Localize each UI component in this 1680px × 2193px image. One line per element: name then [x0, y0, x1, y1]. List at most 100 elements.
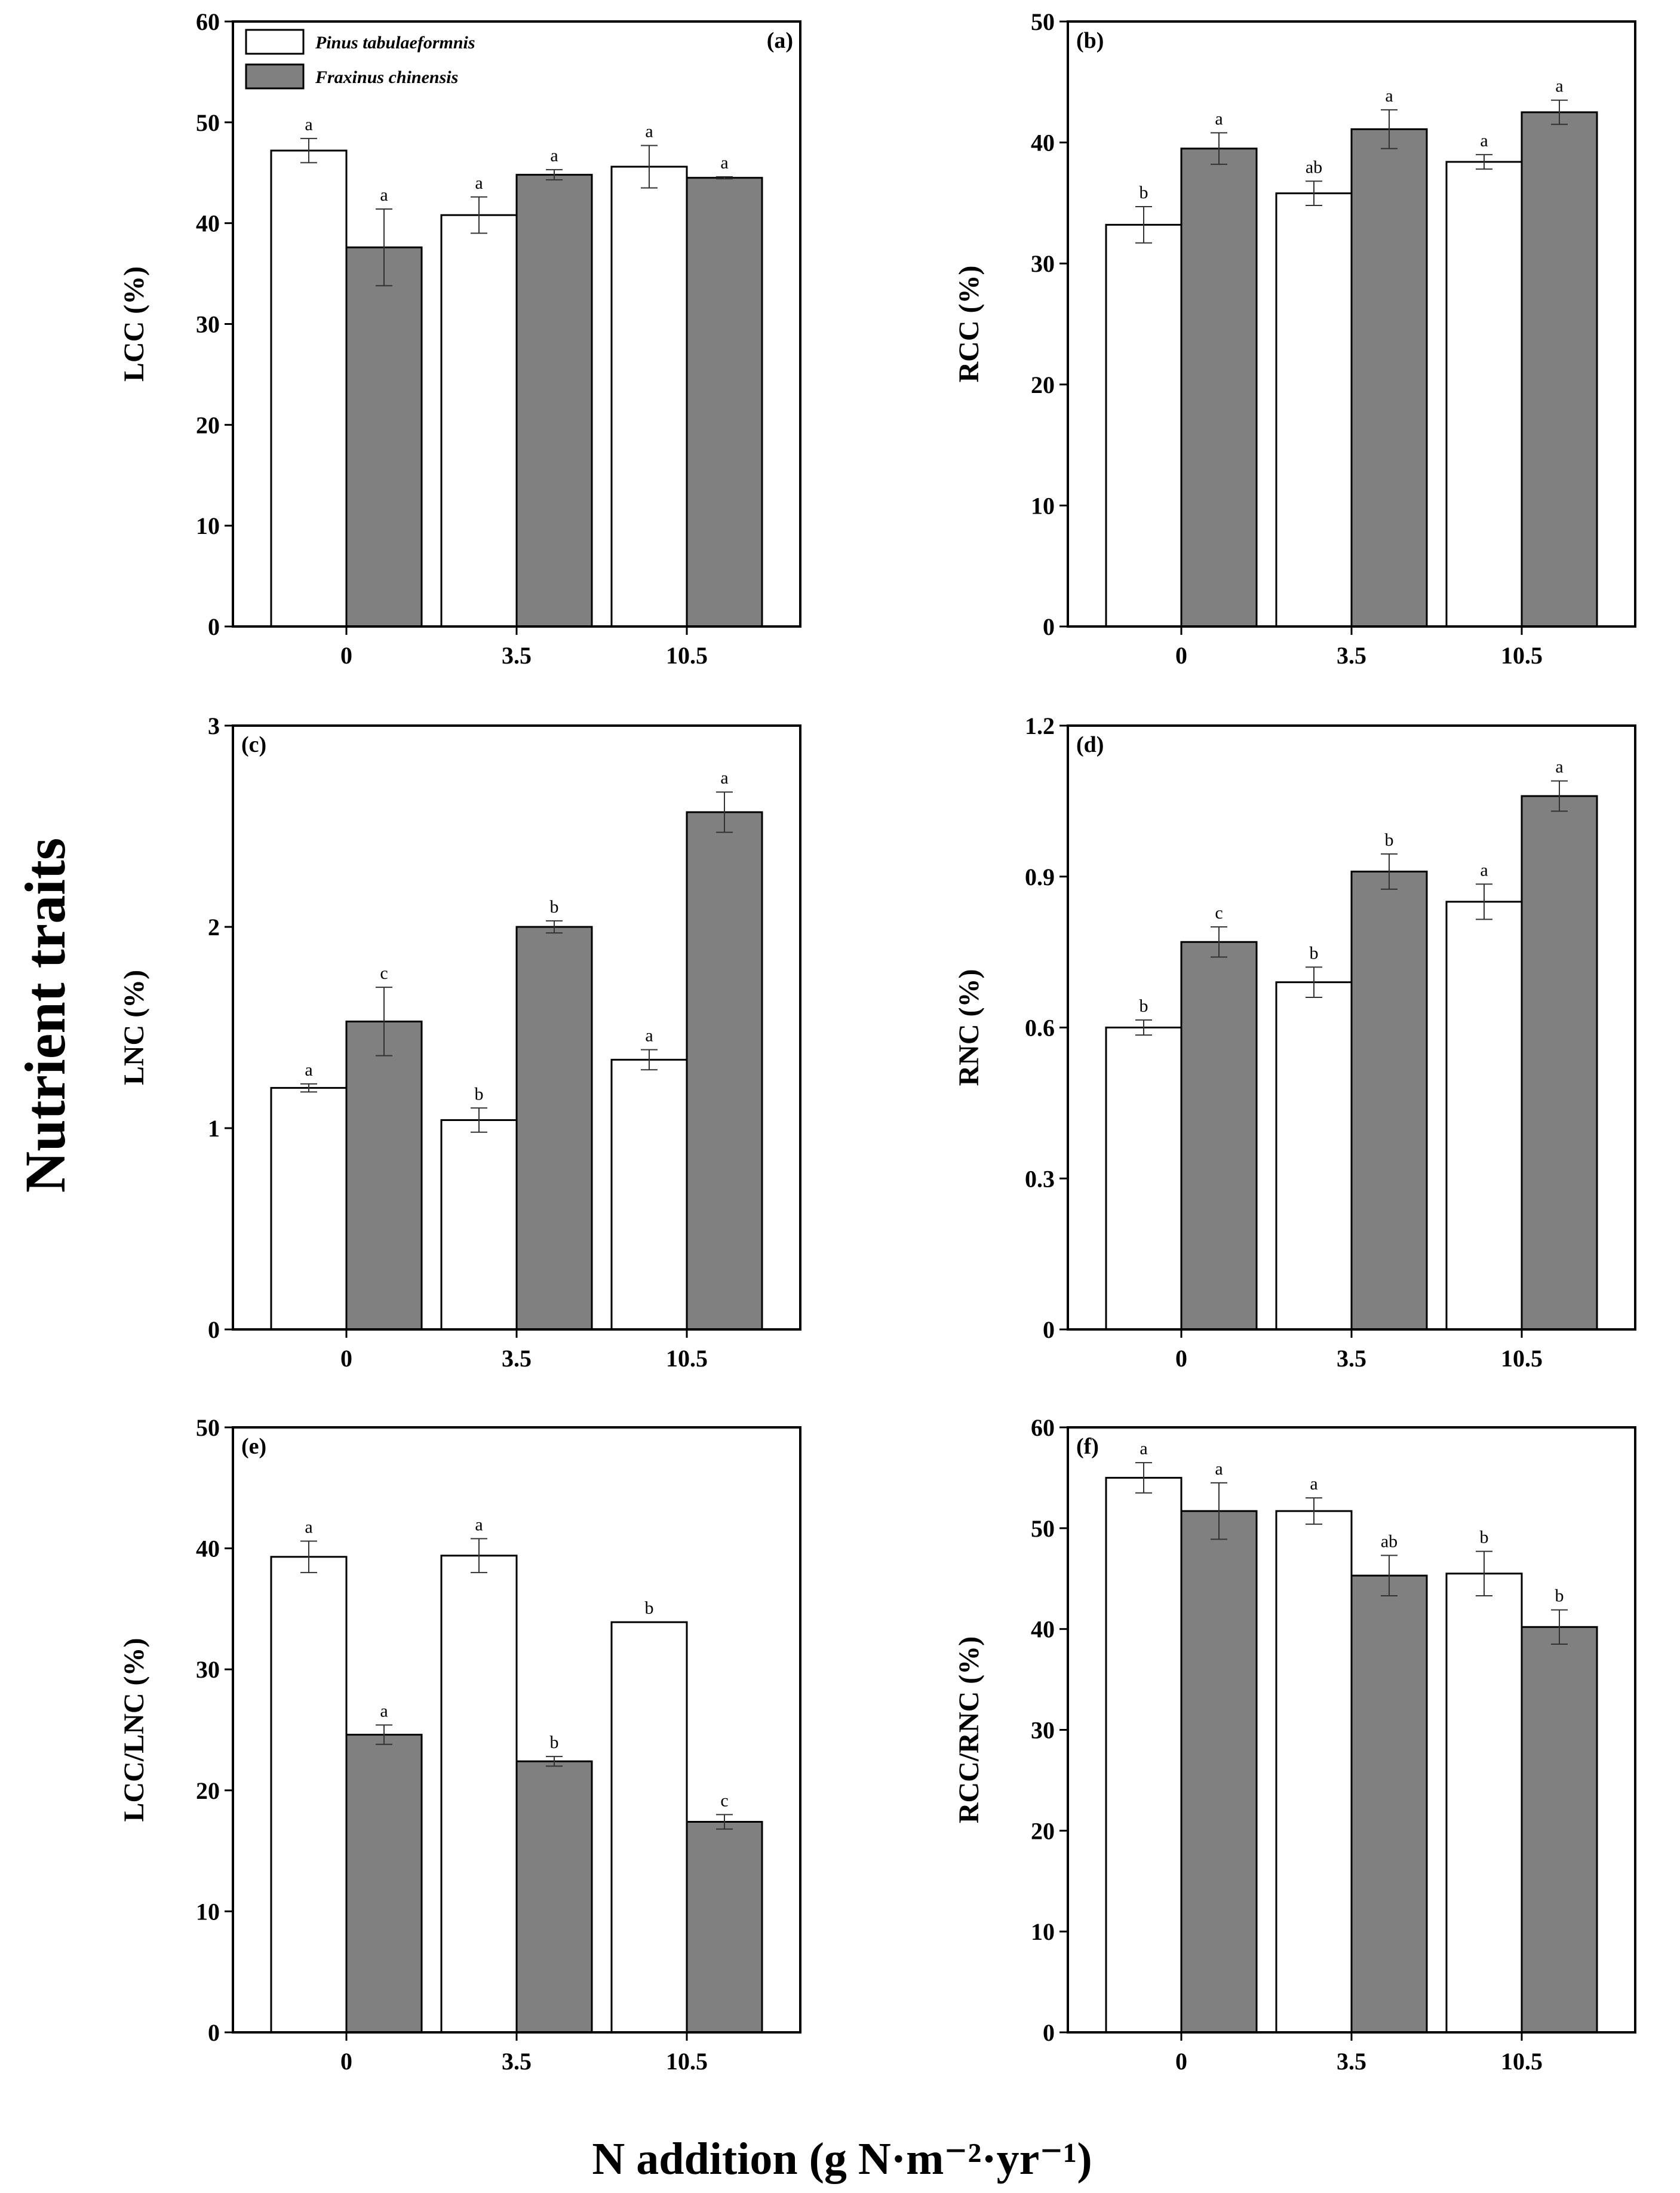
bar-fraxinus-1 [515, 926, 593, 1331]
significance-letter: a [1140, 1439, 1147, 1458]
bar-fraxinus-0 [1180, 148, 1258, 628]
y-tick-label: 0.9 [1025, 864, 1055, 890]
panel-tag: (c) [241, 732, 266, 757]
bar-fraxinus-2 [686, 811, 763, 1331]
y-tick-label: 0 [208, 1316, 220, 1343]
y-tick-label: 60 [196, 8, 220, 35]
y-tick-label: 50 [1031, 1515, 1055, 1542]
significance-letter: a [1480, 860, 1488, 880]
y-tick-label: 40 [196, 210, 220, 237]
y-tick-label: 0.3 [1025, 1165, 1055, 1192]
y-tick-label: 0.6 [1025, 1015, 1055, 1042]
bar-fraxinus-0 [1180, 1510, 1258, 2034]
significance-letter: ab [1381, 1531, 1398, 1551]
significance-letter: a [475, 1515, 483, 1534]
bar-pinus-1 [440, 1119, 518, 1331]
y-axis-label: RNC (%) [953, 969, 985, 1086]
y-tick-label: 10 [1031, 492, 1055, 519]
y-tick-label: 0 [208, 613, 220, 640]
significance-letter: b [550, 897, 559, 917]
bar-fraxinus-2 [686, 1820, 763, 2034]
significance-letter: a [550, 146, 558, 165]
legend-label: Fraxinus chinensis [315, 67, 458, 87]
chart-panel-5: a a b a b c 0 10 20 30 40 50 0 3.5 10.5 LCC/LNC (%) (e) [118, 1414, 801, 2075]
bar-fraxinus-1 [1350, 128, 1428, 628]
bar-fraxinus-0 [345, 1020, 423, 1331]
significance-letter: a [1310, 1474, 1317, 1494]
x-tick-label: 0 [340, 642, 352, 669]
bar-fraxinus-2 [686, 177, 763, 628]
significance-letter: b [550, 1733, 559, 1752]
legend-label: Pinus tabulaeformnis [315, 33, 475, 53]
significance-letter: a [1215, 1459, 1223, 1479]
x-tick-label: 3.5 [502, 2048, 532, 2075]
bar-pinus-2 [1445, 901, 1523, 1331]
significance-letter: a [1385, 86, 1393, 106]
bar-pinus-0 [1105, 1476, 1183, 2034]
bar-pinus-2 [1445, 161, 1523, 628]
bar-pinus-0 [270, 149, 348, 628]
y-tick-label: 20 [1031, 1817, 1055, 1844]
bar-pinus-0 [1105, 1027, 1183, 1331]
y-tick-label: 1 [208, 1115, 220, 1142]
x-tick-label: 3.5 [502, 642, 532, 669]
x-tick-label: 3.5 [502, 1345, 532, 1372]
x-tick-label: 10.5 [1501, 2048, 1543, 2075]
bar-pinus-2 [610, 165, 688, 628]
y-tick-label: 50 [196, 1414, 220, 1441]
y-tick-label: 40 [1031, 130, 1055, 156]
y-tick-label: 20 [196, 411, 220, 438]
y-tick-label: 10 [196, 512, 220, 539]
significance-letter: a [305, 115, 312, 134]
bar-fraxinus-2 [1521, 795, 1598, 1331]
chart-panel-1: a a a a a a 0 10 20 30 40 50 60 0 3.5 10.5 LCC (%) (a) Pin… [118, 8, 801, 669]
bar-fraxinus-1 [1350, 1574, 1428, 2034]
y-tick-label: 30 [1031, 1717, 1055, 1744]
x-tick-label: 10.5 [666, 1345, 708, 1372]
y-tick-label: 20 [196, 1777, 220, 1804]
significance-letter: a [720, 153, 728, 173]
y-axis-label: RCC (%) [953, 266, 985, 383]
bar-pinus-0 [270, 1556, 348, 2034]
significance-letter: b [1385, 830, 1394, 850]
x-tick-label: 10.5 [666, 2048, 708, 2075]
panel-tag: (d) [1076, 732, 1104, 757]
y-axis-label: LNC (%) [118, 970, 150, 1085]
significance-letter: c [380, 963, 388, 983]
y-tick-label: 10 [1031, 1918, 1055, 1945]
significance-letter: b [475, 1084, 484, 1104]
significance-letter: a [380, 185, 388, 205]
y-axis-label: RCC/RNC (%) [953, 1636, 985, 1823]
bar-pinus-1 [1275, 981, 1353, 1331]
chart-panel-3: a b a c b a 0 1 2 3 0 3.5 10.5 LNC (%) (c) [118, 712, 801, 1372]
bar-pinus-2 [610, 1621, 688, 2034]
x-tick-label: 0 [340, 1345, 352, 1372]
significance-letter: b [645, 1598, 654, 1618]
bar-pinus-1 [440, 1555, 518, 2034]
significance-letter: a [475, 173, 483, 193]
y-tick-label: 30 [196, 1656, 220, 1683]
bar-pinus-1 [1275, 1510, 1353, 2034]
significance-letter: a [1215, 109, 1223, 128]
x-tick-label: 10.5 [666, 642, 708, 669]
significance-letter: b [1555, 1586, 1564, 1606]
y-tick-label: 0 [1043, 613, 1055, 640]
y-tick-label: 60 [1031, 1414, 1055, 1441]
bar-pinus-2 [1445, 1572, 1523, 2034]
significance-letter: a [305, 1517, 312, 1537]
y-tick-label: 0 [1043, 2019, 1055, 2046]
significance-letter: c [1215, 903, 1223, 923]
y-tick-label: 40 [196, 1535, 220, 1562]
legend-swatch [245, 63, 305, 90]
significance-letter: a [1480, 131, 1488, 150]
y-tick-label: 20 [1031, 371, 1055, 398]
chart-panel-4: b b a c b a 0 0.3 0.6 0.9 1.2 0 3.5 10.5 RNC (%) (d) [953, 712, 1636, 1372]
bar-pinus-2 [610, 1058, 688, 1331]
bar-fraxinus-1 [515, 174, 593, 628]
x-tick-label: 3.5 [1337, 2048, 1366, 2075]
x-tick-label: 3.5 [1337, 642, 1366, 669]
bar-fraxinus-0 [1180, 941, 1258, 1331]
